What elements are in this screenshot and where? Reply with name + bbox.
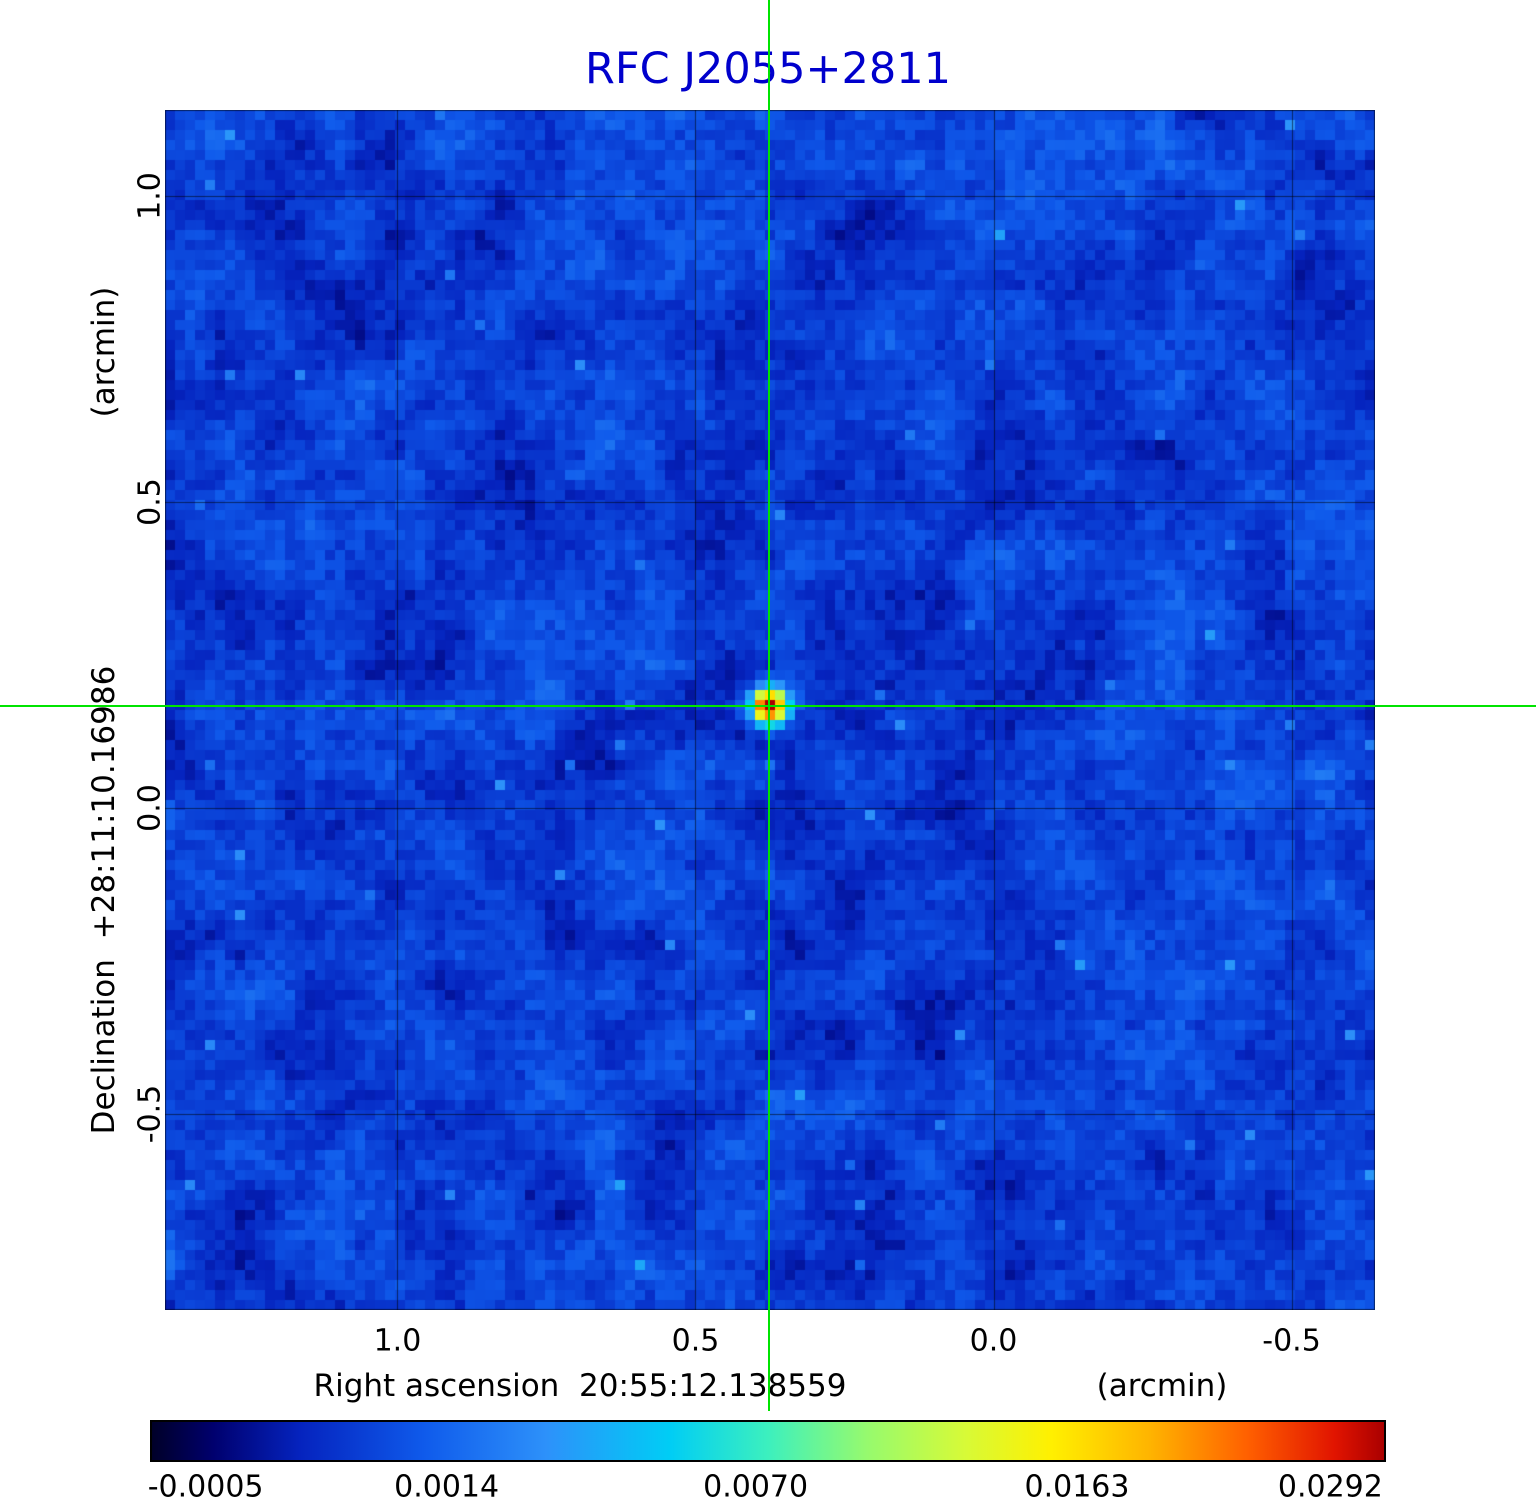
colorbar-tick-label: 0.0292 — [1277, 1469, 1383, 1505]
x-tick-label: -0.5 — [1262, 1323, 1321, 1359]
figure-title: RFC J2055+2811 — [585, 44, 951, 94]
y-tick-label: 0.5 — [132, 477, 168, 526]
colorbar-tick-label: 0.0014 — [394, 1469, 500, 1505]
colorbar-tick-label: 0.0163 — [1024, 1469, 1130, 1505]
colorbar-tick-label: 0.0070 — [703, 1469, 809, 1505]
x-tick-label: 1.0 — [373, 1323, 422, 1359]
y-tick-label: 1.0 — [132, 171, 168, 220]
y-tick-label: -0.5 — [132, 1084, 168, 1144]
colorbar-tick-label: -0.0005 — [147, 1469, 264, 1505]
x-tick-label: 0.5 — [671, 1323, 720, 1359]
y-axis-unit-label: (arcmin) — [86, 286, 122, 418]
y-tick-label: 0.0 — [132, 784, 168, 832]
colorbar-gradient — [150, 1420, 1386, 1462]
crosshair-horizontal-line — [0, 705, 1536, 708]
x-axis-label: Right ascension 20:55:12.138559 — [313, 1368, 847, 1404]
x-tick-label: 0.0 — [969, 1323, 1018, 1359]
y-axis-label: Declination +28:11:10.16986 — [86, 665, 122, 1135]
x-axis-unit-label: (arcmin) — [1096, 1368, 1228, 1404]
